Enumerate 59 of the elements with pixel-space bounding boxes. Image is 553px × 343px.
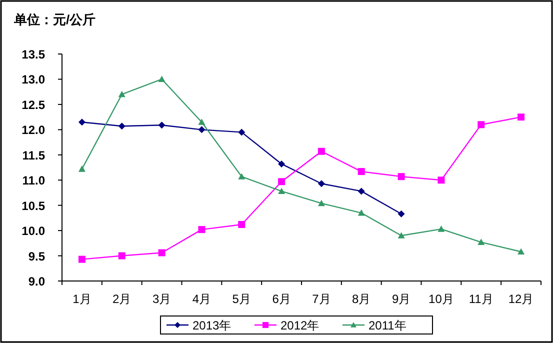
y-tick-label: 10.0 bbox=[22, 224, 46, 238]
x-tick-label: 12月 bbox=[508, 292, 534, 306]
x-tick-label: 5月 bbox=[232, 292, 251, 306]
point bbox=[358, 188, 365, 195]
point bbox=[198, 126, 206, 134]
y-tick-label: 13.5 bbox=[22, 48, 46, 62]
x-tick-label: 2月 bbox=[112, 292, 132, 306]
point bbox=[358, 168, 365, 176]
point bbox=[198, 226, 206, 234]
point bbox=[78, 118, 86, 126]
x-tick-label: 9月 bbox=[392, 292, 411, 306]
y-tick-label: 11.0 bbox=[22, 174, 46, 188]
point bbox=[238, 128, 246, 136]
point bbox=[358, 209, 365, 216]
point bbox=[238, 173, 246, 180]
legend-label: 2013年 bbox=[192, 318, 232, 332]
y-tick-label: 12.0 bbox=[22, 123, 46, 138]
x-tick-label: 4月 bbox=[192, 292, 212, 306]
y-tick-label: 11.5 bbox=[22, 148, 46, 162]
chart-title: 单位：元/公斤 bbox=[13, 12, 96, 27]
y-tick-label: 13.0 bbox=[22, 72, 46, 87]
point bbox=[78, 166, 86, 172]
y-tick-label: 9.5 bbox=[28, 249, 46, 264]
y-tick-label: 12.5 bbox=[22, 98, 46, 112]
x-tick-label: 10月 bbox=[428, 292, 454, 306]
y-tick-label: 9.0 bbox=[28, 274, 46, 288]
point bbox=[518, 114, 525, 121]
point bbox=[198, 118, 206, 125]
point bbox=[518, 248, 525, 255]
x-tick-label: 8月 bbox=[352, 292, 371, 306]
point bbox=[478, 121, 485, 128]
point bbox=[118, 252, 126, 260]
point bbox=[398, 210, 405, 218]
point bbox=[158, 249, 166, 256]
legend-label: 2012年 bbox=[280, 318, 320, 332]
point bbox=[398, 232, 405, 238]
legend-label: 2011年 bbox=[368, 318, 406, 332]
point bbox=[278, 188, 286, 194]
point bbox=[278, 160, 286, 168]
x-tick-label: 7月 bbox=[312, 292, 331, 306]
y-tick-label: 10.5 bbox=[22, 198, 46, 213]
point bbox=[118, 122, 126, 130]
point bbox=[318, 148, 325, 155]
point bbox=[318, 200, 325, 206]
point bbox=[278, 178, 286, 186]
point bbox=[118, 90, 126, 98]
x-tick-label: 6月 bbox=[272, 292, 291, 306]
point bbox=[318, 180, 325, 188]
point bbox=[158, 122, 166, 129]
point bbox=[238, 221, 246, 228]
point bbox=[398, 173, 405, 180]
point bbox=[438, 226, 445, 232]
x-tick-label: 3月 bbox=[152, 292, 172, 306]
point bbox=[78, 256, 86, 263]
point bbox=[438, 176, 445, 184]
x-tick-label: 11月 bbox=[468, 292, 494, 306]
x-tick-label: 1月 bbox=[72, 292, 92, 306]
point bbox=[158, 76, 166, 82]
point bbox=[478, 238, 485, 245]
